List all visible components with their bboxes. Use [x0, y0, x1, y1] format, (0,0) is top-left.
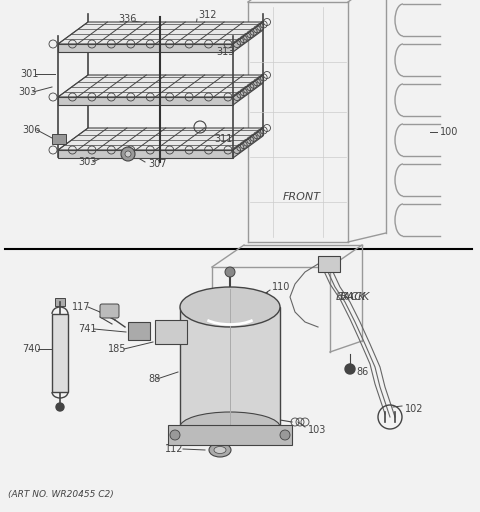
- Text: 307: 307: [148, 159, 167, 169]
- Text: 740: 740: [22, 344, 40, 354]
- Bar: [55, 298, 65, 306]
- Circle shape: [125, 151, 131, 157]
- Circle shape: [170, 430, 180, 440]
- Bar: [180, 307, 280, 427]
- Circle shape: [280, 430, 290, 440]
- Text: BACK: BACK: [336, 292, 366, 302]
- Polygon shape: [58, 150, 233, 158]
- Ellipse shape: [214, 446, 226, 454]
- Ellipse shape: [209, 443, 231, 457]
- Polygon shape: [58, 44, 233, 52]
- Text: 100: 100: [440, 127, 458, 137]
- Circle shape: [225, 267, 235, 277]
- Circle shape: [121, 147, 135, 161]
- Polygon shape: [58, 22, 263, 44]
- Text: 102: 102: [405, 404, 423, 414]
- Bar: [52, 134, 66, 144]
- FancyBboxPatch shape: [100, 304, 119, 318]
- Bar: [128, 322, 150, 340]
- Text: 313: 313: [216, 47, 234, 57]
- Text: 306: 306: [22, 125, 40, 135]
- Polygon shape: [233, 22, 263, 52]
- Text: 741: 741: [78, 324, 96, 334]
- Bar: [168, 425, 292, 445]
- Text: (ART NO. WR20455 C2): (ART NO. WR20455 C2): [8, 489, 114, 499]
- Text: FRONT: FRONT: [283, 192, 321, 202]
- Ellipse shape: [180, 287, 280, 327]
- Ellipse shape: [180, 412, 280, 442]
- Circle shape: [345, 364, 355, 374]
- Text: 303: 303: [18, 87, 36, 97]
- Text: 312: 312: [198, 10, 216, 20]
- Bar: [52, 314, 68, 392]
- Text: 336: 336: [118, 14, 136, 24]
- Text: 303: 303: [78, 157, 96, 167]
- Bar: [318, 256, 340, 272]
- Text: 112: 112: [165, 444, 183, 454]
- Polygon shape: [58, 75, 263, 97]
- Text: 301: 301: [20, 69, 38, 79]
- Polygon shape: [58, 128, 263, 150]
- Text: 110: 110: [272, 282, 290, 292]
- Polygon shape: [233, 128, 263, 158]
- Text: 311: 311: [214, 134, 232, 144]
- Polygon shape: [233, 75, 263, 105]
- Text: 117: 117: [72, 302, 91, 312]
- Bar: [155, 320, 187, 344]
- Text: 88: 88: [148, 374, 160, 384]
- Circle shape: [56, 403, 64, 411]
- Polygon shape: [58, 97, 233, 105]
- Text: 185: 185: [108, 344, 127, 354]
- Text: 86: 86: [356, 367, 368, 377]
- Text: BACK: BACK: [340, 292, 370, 302]
- Text: 103: 103: [308, 425, 326, 435]
